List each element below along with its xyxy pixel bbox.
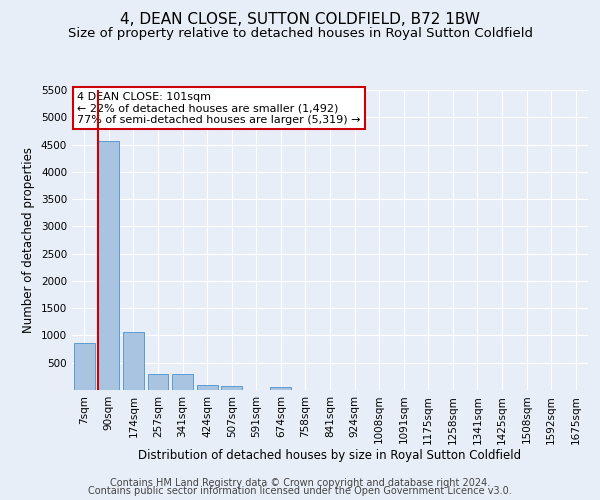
Bar: [148, 374, 169, 390]
Bar: [271, 386, 292, 390]
Bar: [123, 332, 144, 390]
Text: 4, DEAN CLOSE, SUTTON COLDFIELD, B72 1BW: 4, DEAN CLOSE, SUTTON COLDFIELD, B72 1BW: [120, 12, 480, 28]
Bar: [172, 374, 193, 390]
Text: Size of property relative to detached houses in Royal Sutton Coldfield: Size of property relative to detached ho…: [67, 28, 533, 40]
Bar: [74, 342, 95, 390]
Text: 4 DEAN CLOSE: 101sqm
← 22% of detached houses are smaller (1,492)
77% of semi-de: 4 DEAN CLOSE: 101sqm ← 22% of detached h…: [77, 92, 361, 124]
Bar: [221, 386, 242, 390]
Text: Contains HM Land Registry data © Crown copyright and database right 2024.: Contains HM Land Registry data © Crown c…: [110, 478, 490, 488]
Bar: [197, 386, 218, 390]
X-axis label: Distribution of detached houses by size in Royal Sutton Coldfield: Distribution of detached houses by size …: [139, 449, 521, 462]
Y-axis label: Number of detached properties: Number of detached properties: [22, 147, 35, 333]
Bar: [98, 142, 119, 390]
Text: Contains public sector information licensed under the Open Government Licence v3: Contains public sector information licen…: [88, 486, 512, 496]
